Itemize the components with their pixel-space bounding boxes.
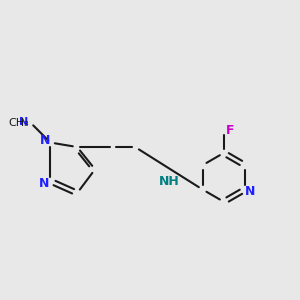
- Text: N: N: [40, 134, 50, 147]
- Text: F: F: [225, 124, 234, 137]
- Text: CH₃: CH₃: [9, 118, 30, 128]
- Text: N: N: [19, 117, 28, 127]
- Text: N: N: [39, 177, 49, 190]
- Text: N: N: [245, 184, 255, 197]
- Text: NH: NH: [158, 175, 179, 188]
